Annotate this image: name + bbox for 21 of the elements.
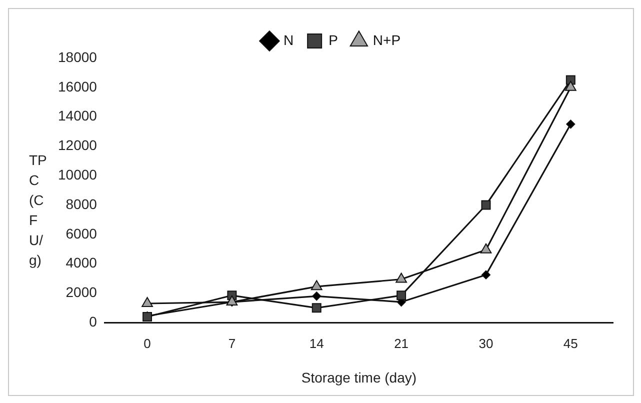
legend-label: P (328, 32, 338, 48)
x-tick-label: 7 (228, 336, 236, 351)
x-axis-title: Storage time (day) (301, 369, 417, 386)
legend-label: N (283, 32, 294, 48)
x-tick-label: 45 (563, 336, 578, 351)
y-tick-label: 8000 (66, 196, 98, 212)
y-tick-label: 14000 (58, 108, 98, 124)
y-tick-label: 18000 (58, 48, 98, 65)
legend-label: N+P (372, 32, 401, 48)
y-tick-label: 16000 (58, 78, 98, 94)
y-tick-label: 2000 (66, 284, 98, 300)
y-tick-label: 12000 (58, 137, 98, 154)
y-tick-label: 10000 (58, 166, 98, 182)
x-tick-label: 21 (394, 336, 409, 351)
x-tick-label: 14 (309, 336, 324, 351)
y-tick-label: 4000 (66, 254, 98, 271)
x-tick-label: 30 (478, 336, 494, 351)
y-tick-label: 0 (89, 313, 98, 330)
x-tick-label: 0 (144, 336, 151, 351)
y-tick-label: 6000 (66, 225, 98, 242)
y-axis-title: TPC (CFU/g) (29, 151, 48, 270)
